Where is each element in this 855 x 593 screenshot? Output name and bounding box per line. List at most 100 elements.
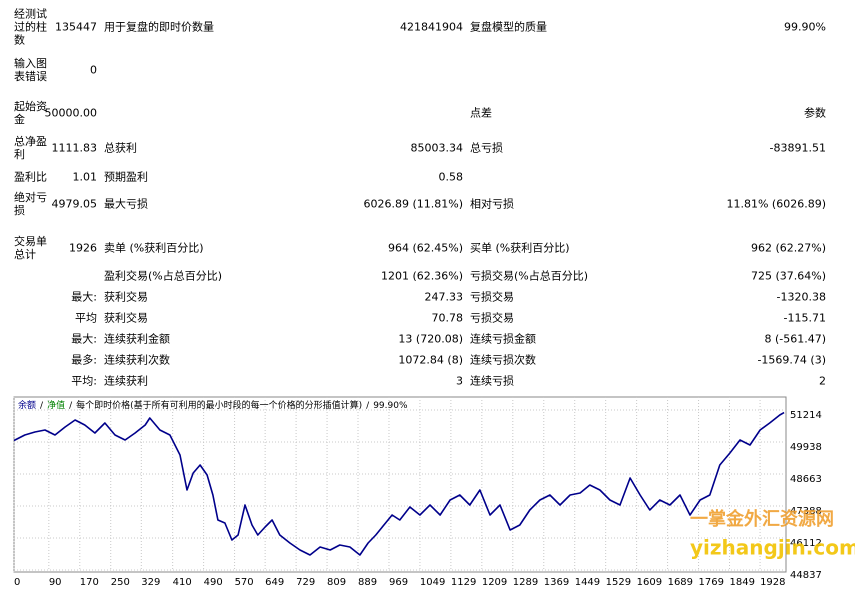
chart-header: 余额 / 净值 / 每个即时价格(基于所有可利用的最小时段的每一个价格的分形插值计算) /… — [18, 399, 408, 411]
field-label: 连续获利 — [104, 374, 148, 388]
field-value: 725 (37.64%) — [750, 269, 826, 283]
row-value: 1111.83 — [51, 141, 98, 155]
y-tick-label: 46112 — [790, 538, 822, 549]
x-tick-label: 170 — [80, 577, 99, 588]
x-tick-label: 570 — [235, 577, 254, 588]
field-label: 最大亏损 — [104, 197, 148, 211]
x-tick-label: 490 — [204, 577, 223, 588]
field-label: 连续获利金额 — [104, 332, 170, 346]
field-value: 1201 (62.36%) — [380, 269, 463, 283]
x-tick-label: 329 — [141, 577, 160, 588]
balance-line — [13, 411, 785, 556]
x-tick-label: 1209 — [482, 577, 507, 588]
x-tick-label: 1849 — [730, 577, 755, 588]
row-value: 4979.05 — [51, 197, 98, 211]
row-label: 绝对亏损 — [14, 191, 47, 217]
field-value: 2 — [819, 374, 826, 388]
row-value: 50000.00 — [44, 106, 98, 120]
field-value: 13 (720.08) — [398, 332, 463, 346]
field-label: 预期盈利 — [104, 170, 148, 184]
y-tick-label: 44837 — [790, 570, 822, 581]
field-value: 11.81% (6026.89) — [726, 197, 826, 211]
field-label: 买单 (%获利百分比) — [470, 241, 570, 255]
row-label: 输入图表错误 — [14, 57, 47, 83]
row-label: 交易单总计 — [14, 235, 47, 261]
field-label: 获利交易 — [104, 290, 148, 304]
row-value: 最多: — [71, 353, 97, 367]
y-tick-label: 49938 — [790, 442, 822, 453]
field-value: 3 — [456, 374, 463, 388]
row-value: 0 — [90, 63, 97, 77]
field-label: 相对亏损 — [470, 197, 514, 211]
field-value: 964 (62.45%) — [387, 241, 463, 255]
row-label: 经测试过的柱数 — [14, 7, 47, 47]
field-label: 总获利 — [104, 141, 137, 155]
field-value: 1072.84 (8) — [398, 353, 463, 367]
field-label: 连续亏损次数 — [470, 353, 536, 367]
field-label: 用于复盘的即时价数量 — [104, 20, 214, 34]
field-label: 连续亏损 — [470, 374, 514, 388]
field-value: 85003.34 — [410, 141, 464, 155]
legend-balance: 余额 — [18, 399, 36, 411]
row-value: 135447 — [55, 20, 97, 34]
legend-equity: 净值 — [47, 399, 65, 411]
x-tick-label: 649 — [265, 577, 284, 588]
field-label: 获利交易 — [104, 311, 148, 325]
row-value: 1926 — [69, 241, 97, 255]
field-label: 亏损交易(%占总百分比) — [470, 269, 589, 283]
watermark: yizhangjin.com — [690, 536, 855, 560]
row-value: 平均 — [75, 311, 97, 325]
x-tick-label: 729 — [296, 577, 315, 588]
x-tick-label: 1129 — [451, 577, 476, 588]
field-value: 70.78 — [431, 311, 464, 325]
separator: / — [366, 401, 370, 411]
x-tick-label: 889 — [358, 577, 377, 588]
field-value: 962 (62.27%) — [750, 241, 826, 255]
field-value: 0.58 — [438, 170, 464, 184]
row-value: 1.01 — [72, 170, 98, 184]
separator: / — [69, 401, 73, 411]
y-tick-label: 51214 — [790, 410, 822, 421]
field-value: -115.71 — [783, 311, 826, 325]
field-value: -83891.51 — [769, 141, 826, 155]
field-label: 点差 — [470, 106, 492, 120]
x-tick-label: 969 — [389, 577, 408, 588]
row-label: 总净盈利 — [14, 135, 47, 161]
field-label: 总亏损 — [470, 141, 503, 155]
field-value: -1569.74 (3) — [757, 353, 826, 367]
x-tick-label: 1769 — [699, 577, 724, 588]
field-label: 连续获利次数 — [104, 353, 170, 367]
field-value: 6026.89 (11.81%) — [363, 197, 463, 211]
x-tick-label: 1689 — [668, 577, 693, 588]
row-value: 最大: — [71, 332, 97, 346]
x-tick-label: 410 — [173, 577, 192, 588]
x-tick-label: 1369 — [544, 577, 569, 588]
field-label: 盈利交易(%占总百分比) — [104, 269, 223, 283]
field-label: 亏损交易 — [470, 311, 514, 325]
row-value: 最大: — [71, 290, 97, 304]
field-label: 亏损交易 — [470, 290, 514, 304]
x-tick-label: 1449 — [575, 577, 600, 588]
field-value: 247.33 — [424, 290, 464, 304]
x-tick-label: 250 — [111, 577, 130, 588]
field-label: 复盘模型的质量 — [470, 20, 547, 34]
row-label: 盈利比 — [14, 170, 47, 184]
x-tick-label: 0 — [14, 577, 20, 588]
field-value: 8 (-561.47) — [764, 332, 826, 346]
chart-frame — [13, 396, 787, 573]
field-value: 421841904 — [400, 20, 463, 34]
y-tick-label: 48663 — [790, 474, 822, 485]
x-tick-label: 1609 — [637, 577, 662, 588]
x-tick-label: 1928 — [760, 577, 785, 588]
x-tick-label: 1049 — [420, 577, 445, 588]
x-tick-label: 90 — [49, 577, 62, 588]
x-tick-label: 809 — [327, 577, 346, 588]
y-tick-label: 47388 — [790, 506, 822, 517]
field-value: 99.90% — [784, 20, 826, 34]
field-label: 卖单 (%获利百分比) — [104, 241, 204, 255]
chart-title: 每个即时价格(基于所有可利用的最小时段的每一个价格的分形插值计算) — [76, 399, 362, 411]
quality: 99.90% — [373, 401, 408, 411]
x-tick-label: 1529 — [606, 577, 631, 588]
